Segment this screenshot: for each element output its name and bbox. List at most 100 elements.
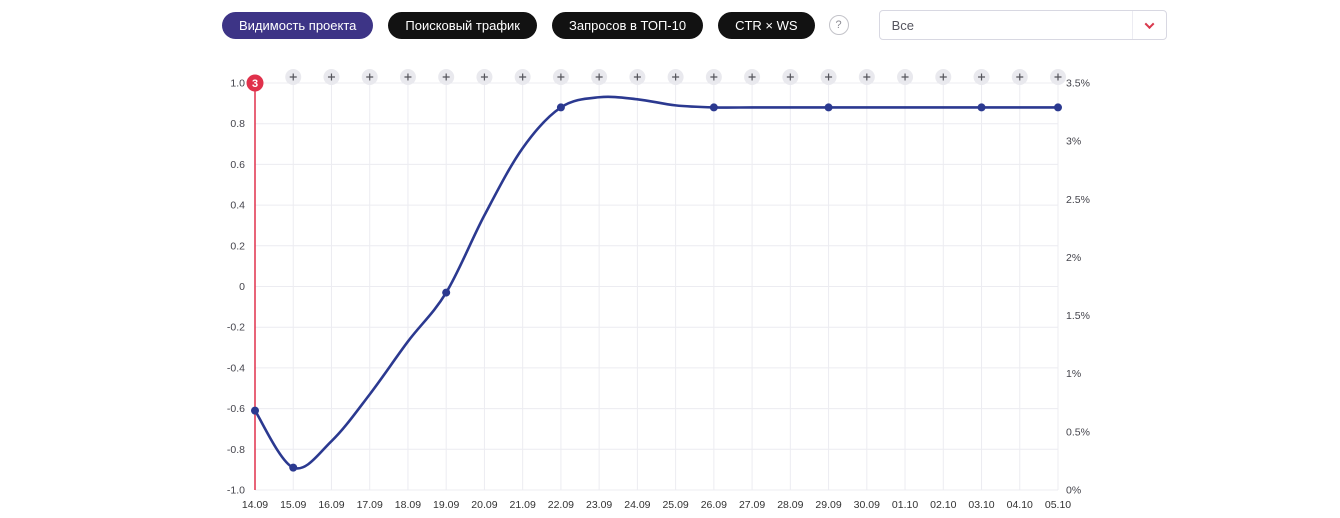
x-axis-label: 14.09 [242, 499, 268, 511]
x-axis-label: 01.10 [892, 499, 918, 511]
help-label: ? [835, 19, 842, 31]
right-axis-tick: 1.5% [1066, 310, 1090, 322]
data-point[interactable] [1054, 103, 1062, 112]
add-event-button[interactable] [514, 69, 531, 85]
add-event-button[interactable] [438, 69, 455, 85]
add-event-button[interactable] [744, 69, 761, 85]
data-point[interactable] [251, 406, 259, 415]
x-axis-label: 04.10 [1007, 499, 1033, 511]
plus-icon [939, 73, 947, 81]
add-event-button[interactable] [285, 69, 302, 85]
x-axis-label: 16.09 [318, 499, 344, 511]
data-point[interactable] [824, 103, 833, 112]
plus-icon [595, 73, 603, 81]
chart-toolbar: Видимость проекта Поисковый трафик Запросо… [222, 10, 1167, 40]
plus-icon [366, 73, 374, 81]
data-point[interactable] [977, 103, 986, 112]
add-event-button[interactable] [782, 69, 799, 85]
plus-icon [786, 73, 794, 81]
left-axis-tick: -0.8 [227, 444, 245, 456]
plus-icon [1016, 73, 1024, 81]
x-axis-label: 17.09 [357, 499, 383, 511]
left-axis-tick: -1.0 [227, 485, 245, 497]
left-axis-tick: 0.4 [230, 200, 245, 212]
plus-icon [863, 73, 871, 81]
x-axis-label: 25.09 [662, 499, 688, 511]
x-axis-label: 05.10 [1045, 499, 1071, 511]
x-axis-label: 15.09 [280, 499, 306, 511]
filter-select[interactable]: Все [878, 10, 1167, 40]
left-axis-tick: 0.2 [230, 240, 245, 252]
add-event-button[interactable] [476, 69, 493, 85]
help-icon[interactable]: ? [828, 15, 849, 35]
data-point[interactable] [442, 288, 451, 297]
chart-metric-tabs: Видимость проекта Поисковый трафик Запросо… [222, 11, 815, 39]
x-axis-label: 28.09 [777, 499, 803, 511]
add-event-button[interactable] [1050, 69, 1066, 85]
left-axis-tick: 0.8 [230, 118, 245, 130]
tab-queries-top10[interactable]: Запросов в ТОП-10 [551, 11, 704, 39]
add-event-button[interactable] [897, 69, 914, 85]
tab-ctr-ws[interactable]: CTR × WS [718, 11, 815, 39]
tab-project-visibility[interactable]: Видимость проекта [222, 11, 374, 39]
x-axis-label: 22.09 [548, 499, 574, 511]
data-point[interactable] [556, 103, 565, 112]
add-event-button[interactable] [973, 69, 990, 85]
plus-icon [672, 73, 680, 81]
add-event-button[interactable] [552, 69, 569, 85]
x-axis-label: 29.09 [815, 499, 841, 511]
x-axis-label: 24.09 [624, 499, 650, 511]
add-event-button[interactable] [361, 69, 378, 85]
add-event-button[interactable] [629, 69, 646, 85]
add-event-button[interactable] [591, 69, 608, 85]
x-axis-label: 27.09 [739, 499, 765, 511]
event-badge-count: 3 [252, 78, 258, 90]
plus-icon [442, 73, 450, 81]
plus-icon [557, 73, 565, 81]
data-point[interactable] [709, 103, 718, 112]
plus-icon [978, 73, 986, 81]
chevron-down-icon [1131, 11, 1166, 39]
series-line [253, 95, 1060, 470]
x-axis-label: 02.10 [930, 499, 956, 511]
right-axis-tick: 1% [1066, 368, 1081, 380]
left-axis-tick: 0.6 [230, 159, 245, 171]
right-axis-tick: 2.5% [1066, 194, 1090, 206]
add-event-button[interactable] [1011, 69, 1028, 85]
plus-icon [289, 73, 297, 81]
data-point[interactable] [289, 463, 298, 472]
add-event-button[interactable] [705, 69, 722, 85]
x-axis-label: 03.10 [968, 499, 994, 511]
left-axis-tick: -0.2 [227, 322, 245, 334]
left-axis-tick: 0 [239, 281, 245, 293]
right-axis-tick: 0% [1066, 485, 1081, 497]
right-axis-tick: 3% [1066, 136, 1081, 148]
x-axis-label: 21.09 [510, 499, 536, 511]
x-axis-label: 18.09 [395, 499, 421, 511]
event-badge[interactable]: 3 [246, 74, 264, 92]
add-event-button[interactable] [399, 69, 416, 85]
add-event-button[interactable] [323, 69, 340, 85]
x-axis-label: 23.09 [586, 499, 612, 511]
plus-icon [404, 73, 412, 81]
plus-icon [1054, 73, 1062, 81]
x-axis-label: 30.09 [854, 499, 880, 511]
x-axis-label: 20.09 [471, 499, 497, 511]
add-event-button[interactable] [935, 69, 952, 85]
add-event-button[interactable] [667, 69, 684, 85]
add-event-button[interactable] [820, 69, 837, 85]
filter-select-value: Все [891, 17, 914, 33]
x-axis-label: 26.09 [701, 499, 727, 511]
x-axis-label: 19.09 [433, 499, 459, 511]
plus-icon [633, 73, 641, 81]
plus-icon [825, 73, 833, 81]
plus-icon [480, 73, 488, 81]
right-axis-tick: 0.5% [1066, 426, 1090, 438]
plus-icon [327, 73, 335, 81]
plus-icon [748, 73, 756, 81]
add-event-button[interactable] [858, 69, 875, 85]
right-axis-tick: 2% [1066, 252, 1081, 264]
tab-search-traffic[interactable]: Поисковый трафик [388, 11, 537, 39]
